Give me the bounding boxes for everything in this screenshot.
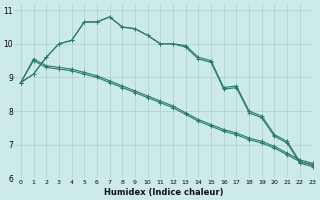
X-axis label: Humidex (Indice chaleur): Humidex (Indice chaleur) [104, 188, 223, 197]
